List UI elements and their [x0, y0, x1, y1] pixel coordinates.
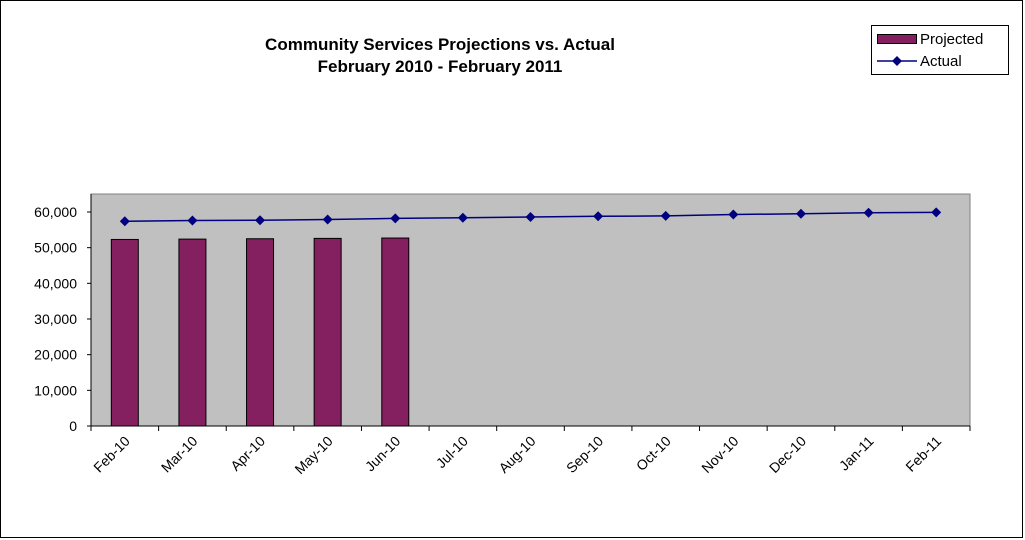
legend-swatch-projected	[877, 34, 917, 44]
y-tick-label: 50,000	[34, 240, 77, 256]
x-tick-label: Dec-10	[766, 433, 809, 476]
x-tick-label: Nov-10	[698, 433, 741, 476]
chart-title: Community Services Projections vs. Actua…	[265, 35, 615, 54]
bar-projected	[178, 238, 207, 427]
x-tick-label: Jan-11	[836, 433, 877, 474]
legend-label-actual: Actual	[920, 52, 962, 70]
marker-actual	[457, 212, 468, 223]
x-tick-label: Feb-11	[902, 433, 944, 475]
y-tick-label: 40,000	[34, 275, 77, 291]
bar-projected	[313, 237, 342, 427]
x-tick-label: Apr-10	[227, 433, 268, 474]
x-tick-label: Jun-10	[362, 433, 404, 475]
legend-label-projected: Projected	[920, 30, 984, 48]
legend-swatch-actual	[877, 56, 917, 66]
x-tick-label: Mar-10	[158, 433, 201, 476]
y-tick-label: 60,000	[34, 204, 77, 220]
marker-actual	[187, 215, 198, 226]
marker-actual	[660, 210, 671, 221]
marker-actual	[390, 213, 401, 224]
chart-subtitle: February 2010 - February 2011	[317, 57, 563, 76]
marker-actual	[728, 209, 739, 220]
marker-actual	[931, 207, 942, 218]
chart-legend: Projected Actual	[871, 25, 1009, 75]
chart-title-block: Community Services Projections vs. Actua…	[140, 34, 740, 78]
y-tick-label: 0	[69, 418, 77, 434]
x-tick-label: Jul-10	[433, 433, 471, 471]
marker-actual	[593, 211, 604, 222]
x-tick-label: Aug-10	[495, 433, 538, 476]
bar-projected	[246, 238, 275, 427]
legend-item-actual: Actual	[872, 51, 962, 71]
y-tick-label: 10,000	[34, 382, 77, 398]
x-tick-label: Oct-10	[633, 433, 674, 474]
marker-actual	[863, 207, 874, 218]
bar-projected	[110, 238, 139, 427]
x-tick-label: May-10	[291, 433, 335, 477]
marker-actual	[795, 208, 806, 219]
x-tick-label: Feb-10	[90, 433, 133, 476]
y-tick-label: 20,000	[34, 347, 77, 363]
marker-actual	[322, 214, 333, 225]
x-tick-label: Sep-10	[563, 433, 606, 476]
y-tick-label: 30,000	[34, 311, 77, 327]
bar-projected	[381, 237, 410, 427]
marker-actual	[119, 216, 130, 227]
marker-actual	[525, 211, 536, 222]
marker-actual	[255, 215, 266, 226]
legend-item-projected: Projected	[872, 29, 983, 49]
plot-area	[90, 193, 971, 427]
